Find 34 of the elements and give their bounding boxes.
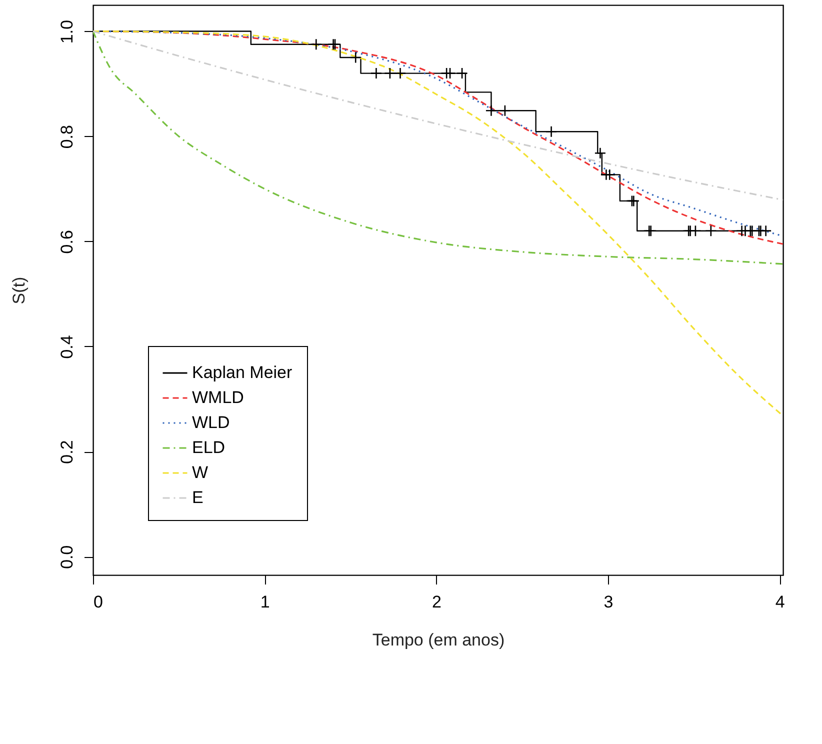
- point: [604, 168, 616, 181]
- line-series: [93, 30, 783, 201]
- y-tick-label: 0.6: [58, 230, 76, 254]
- legend-label: WMLD: [192, 388, 244, 407]
- point: [350, 52, 362, 64]
- y-tick-label: 0.4: [58, 335, 76, 359]
- point: [594, 147, 606, 160]
- point: [370, 67, 382, 80]
- y-tick-label: 0.2: [58, 440, 76, 464]
- point: [394, 67, 406, 80]
- legend-label: W: [192, 463, 208, 482]
- point: [444, 67, 456, 80]
- y-tick-label: 0.0: [58, 545, 76, 569]
- x-tick-label: 1: [260, 592, 270, 612]
- point: [384, 67, 396, 80]
- x-tick-label: 0: [94, 592, 103, 612]
- y-tick-label: 0.8: [58, 125, 76, 149]
- x-tick-label: 4: [775, 592, 785, 612]
- x-tick-label: 2: [432, 592, 442, 612]
- y-tick-label: 1.0: [58, 20, 76, 44]
- legend-label: Kaplan Meier: [192, 363, 293, 382]
- legend-label: E: [192, 488, 204, 507]
- legend-label: WLD: [192, 413, 230, 432]
- point: [499, 104, 511, 116]
- x-tick-label: 3: [604, 592, 614, 612]
- point: [545, 126, 558, 138]
- point: [705, 225, 717, 237]
- point: [310, 38, 322, 50]
- x-axis-title: Tempo (em anos): [372, 630, 505, 650]
- y-axis-title: S(t): [10, 276, 28, 304]
- point: [690, 225, 702, 237]
- legend-label: ELD: [192, 438, 226, 457]
- point: [456, 67, 468, 80]
- point: [485, 104, 498, 116]
